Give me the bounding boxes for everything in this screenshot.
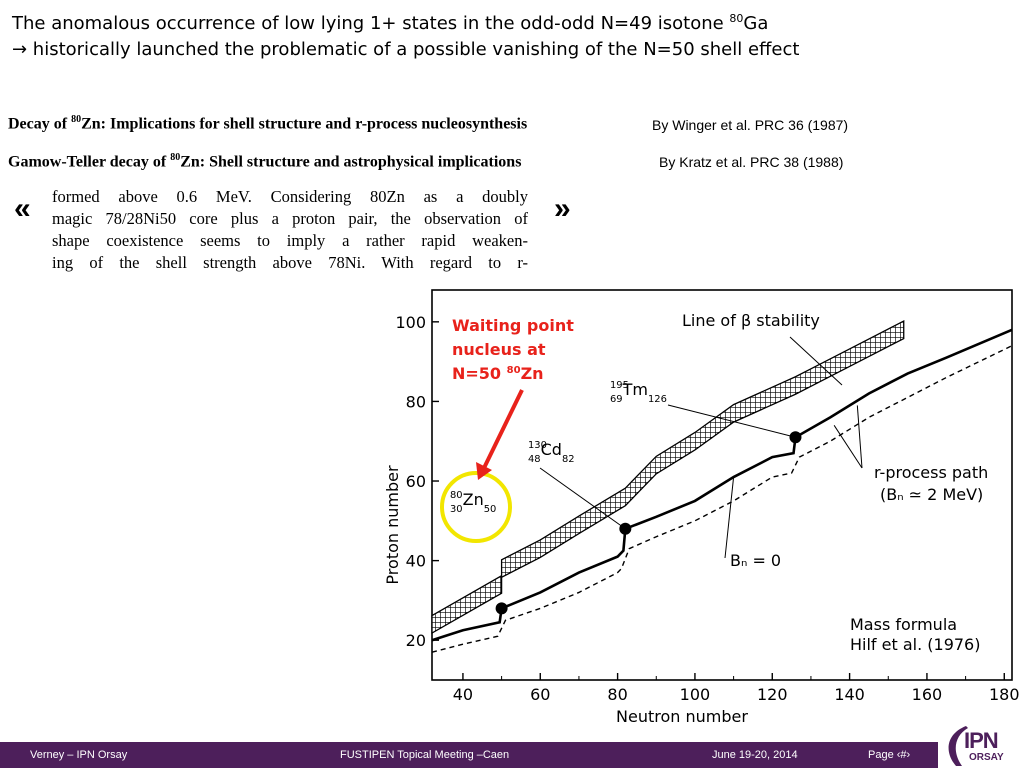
y-axis-label: Proton number: [383, 465, 402, 585]
title-line-1: The anomalous occurrence of low lying 1+…: [12, 6, 1012, 37]
mass-formula-label-2: Hilf et al. (1976): [850, 635, 980, 654]
waiting-point-text-2: nucleus at: [452, 340, 546, 359]
waiting-point-text-3-part: 80: [507, 365, 521, 376]
reference-kratz: By Kratz et al. PRC 38 (1988): [659, 154, 844, 170]
paper1-sup: 80: [71, 114, 82, 125]
paper1-pre: Decay of: [8, 115, 72, 133]
footer-date: June 19-20, 2014: [712, 749, 798, 761]
x-tick-label: 120: [757, 685, 788, 704]
quote-line: ing of the shell strength above 78Ni. Wi…: [52, 253, 528, 272]
cd130-label: 130 48Cd82: [528, 440, 575, 465]
waiting-point-arrow-head: [476, 462, 492, 480]
y-tick-label: 100: [395, 313, 426, 332]
rprocess-leader-a: [856, 405, 863, 469]
tm195-label-part: 69: [610, 394, 623, 405]
waiting-point-text-1: Waiting point: [452, 316, 574, 335]
title-line-1-end: Ga: [743, 13, 769, 34]
cd-leader: [539, 467, 626, 530]
title-sup: 80: [729, 12, 744, 25]
quote-line: formed above 0.6 MeV. Considering 80Zn a…: [52, 187, 528, 206]
stability-label: Line of β stability: [682, 311, 820, 330]
x-tick-label: 160: [912, 685, 943, 704]
footer-bar: Verney – IPN Orsay FUSTIPEN Topical Meet…: [0, 742, 1024, 768]
rprocess-leader-b: [833, 425, 863, 469]
footer-page: Page ‹#›: [868, 749, 911, 761]
title-line-2: → historically launched the problematic …: [12, 39, 800, 60]
title-line-1-text: The anomalous occurrence of low lying 1+…: [12, 13, 730, 34]
bn0-label: Bₙ = 0: [730, 551, 781, 570]
ipn-orsay-logo: IPN ORSAY: [938, 724, 1024, 768]
tm195-label-part: Tm: [622, 380, 648, 399]
zn80-label: 80 30Zn50: [450, 490, 496, 515]
waiting-point-text-3-part: N=50: [452, 364, 507, 383]
waiting-point-text-3-part: Zn: [521, 364, 544, 383]
cd130-label-part: 48: [528, 454, 541, 465]
paper2-post: Zn: Shell structure and astrophysical im…: [180, 153, 522, 171]
quote-open: «: [14, 192, 31, 225]
y-tick-label: 60: [406, 472, 426, 491]
paper2-sup: 80: [170, 152, 181, 163]
x-axis-label: Neutron number: [616, 707, 748, 726]
quote-excerpt: formed above 0.6 MeV. Considering 80Zn a…: [52, 186, 528, 274]
tm195-label-part: 126: [648, 394, 667, 405]
r-process-chart: 40 60 80 100 120 140 160 180 20 40 60 80 100 Neutron …: [380, 282, 1020, 732]
waiting-point-text-3: N=50 80Zn: [452, 364, 544, 383]
quote-line: magic 78/28Ni50 core plus a proton pair,…: [52, 209, 528, 228]
footer-author: Verney – IPN Orsay: [30, 749, 128, 761]
zn80-highlight-circle: [440, 471, 512, 543]
waiting-point-marker: [495, 602, 508, 615]
x-tick-label: 100: [680, 685, 711, 704]
paper-title-winger: Decay of 80Zn: Implications for shell st…: [8, 114, 527, 133]
logo-swoosh-icon: [948, 726, 968, 766]
zn80-label-part: 80: [450, 490, 463, 501]
stability-leader: [789, 336, 843, 386]
tm195-label-part: 195: [610, 380, 629, 391]
y-tick-label: 40: [406, 552, 426, 571]
bn-zero-line: [431, 345, 1013, 653]
paper-title-kratz: Gamow-Teller decay of 80Zn: Shell struct…: [8, 152, 521, 171]
x-tick-label: 80: [607, 685, 627, 704]
logo-orsay-text: ORSAY: [969, 752, 1004, 763]
rprocess-label-1: r-process path: [874, 463, 988, 482]
paper2-pre: Gamow-Teller decay of: [8, 153, 171, 171]
x-tick-label: 140: [834, 685, 865, 704]
quote-close: »: [554, 192, 571, 225]
x-tick-label: 180: [989, 685, 1020, 704]
cd130-label-part: 130: [528, 440, 547, 451]
y-tick-label: 20: [406, 631, 426, 650]
tm-leader: [667, 404, 796, 438]
zn80-label-part: 30: [450, 504, 463, 515]
paper1-post: Zn: Implications for shell structure and…: [81, 115, 528, 133]
logo-ipn-text: IPN: [964, 728, 999, 753]
r-process-path-line: [431, 328, 1013, 642]
quote-line: shape coexistence seems to imply a rathe…: [52, 231, 528, 250]
tm195-label: 195 69Tm126: [610, 380, 667, 405]
x-tick-label: 40: [453, 685, 473, 704]
x-tick-label: 60: [530, 685, 550, 704]
rprocess-label-2: (Bₙ ≃ 2 MeV): [880, 485, 983, 504]
cd130-label-part: Cd: [541, 440, 562, 459]
reference-winger: By Winger et al. PRC 36 (1987): [652, 117, 849, 133]
waiting-point-arrow-shaft: [482, 389, 524, 469]
chart-svg: 40 60 80 100 120 140 160 180 20 40 60 80 100 Neutron …: [383, 289, 1020, 726]
zn80-label-part: Zn: [463, 490, 484, 509]
bn0-leader: [724, 476, 735, 559]
slide-title: The anomalous occurrence of low lying 1+…: [12, 6, 1012, 63]
plot-frame: [431, 289, 1013, 681]
mass-formula-label-1: Mass formula: [850, 615, 957, 634]
y-tick-label: 80: [406, 392, 426, 411]
cd130-label-part: 82: [562, 454, 575, 465]
zn80-label-part: 50: [484, 504, 497, 515]
footer-meeting: FUSTIPEN Topical Meeting –Caen: [340, 749, 510, 761]
